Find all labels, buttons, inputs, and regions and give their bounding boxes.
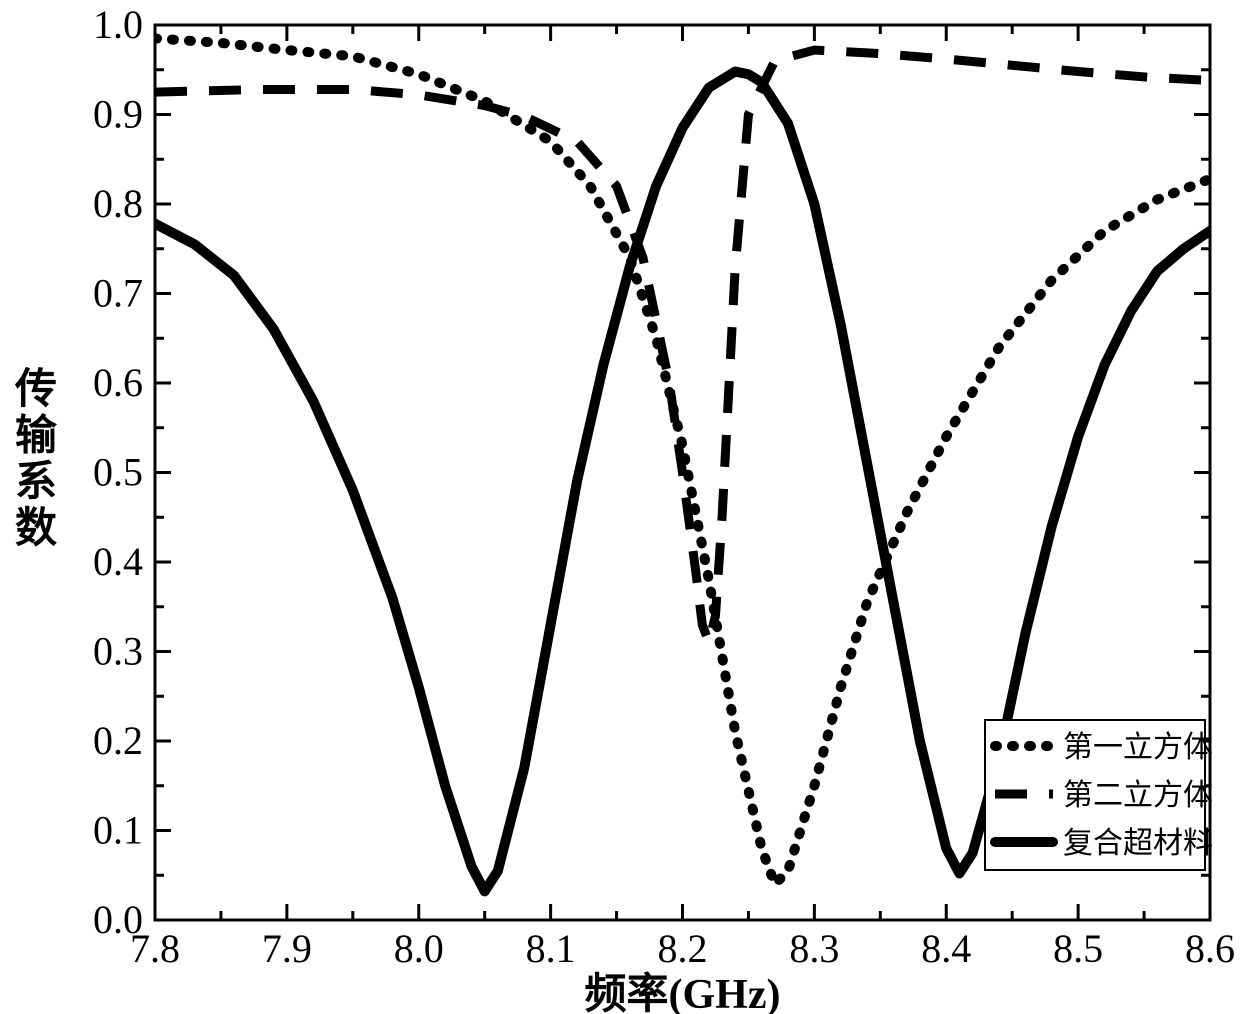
svg-text:0.6: 0.6 [93, 360, 143, 405]
svg-text:8.5: 8.5 [1053, 926, 1103, 971]
svg-text:8.1: 8.1 [526, 926, 576, 971]
svg-text:频率(GHz): 频率(GHz) [585, 971, 781, 1014]
svg-text:0.2: 0.2 [93, 718, 143, 763]
svg-text:0.7: 0.7 [93, 271, 143, 316]
svg-text:1.0: 1.0 [93, 2, 143, 47]
svg-text:0.4: 0.4 [93, 539, 143, 584]
svg-text:传: 传 [14, 366, 57, 413]
svg-text:0.9: 0.9 [93, 92, 143, 137]
svg-text:0.1: 0.1 [93, 808, 143, 853]
svg-text:0.0: 0.0 [93, 897, 143, 942]
svg-text:复合超材料: 复合超材料 [1063, 827, 1213, 860]
svg-text:系: 系 [15, 459, 57, 506]
svg-text:第一立方体: 第一立方体 [1063, 731, 1213, 764]
svg-text:0.5: 0.5 [93, 450, 143, 495]
transmission-coeff-chart: 7.87.98.08.18.28.38.48.58.60.00.10.20.30… [0, 0, 1240, 1014]
svg-text:8.4: 8.4 [921, 926, 971, 971]
svg-text:7.9: 7.9 [262, 926, 312, 971]
svg-text:8.2: 8.2 [658, 926, 708, 971]
chart-svg: 7.87.98.08.18.28.38.48.58.60.00.10.20.30… [0, 0, 1240, 1014]
svg-text:数: 数 [15, 505, 57, 552]
svg-text:输: 输 [15, 412, 58, 459]
svg-text:0.8: 0.8 [93, 181, 143, 226]
svg-text:8.3: 8.3 [789, 926, 839, 971]
svg-text:第二立方体: 第二立方体 [1063, 779, 1213, 812]
svg-text:8.0: 8.0 [394, 926, 444, 971]
svg-text:0.3: 0.3 [93, 629, 143, 674]
svg-text:8.6: 8.6 [1185, 926, 1235, 971]
